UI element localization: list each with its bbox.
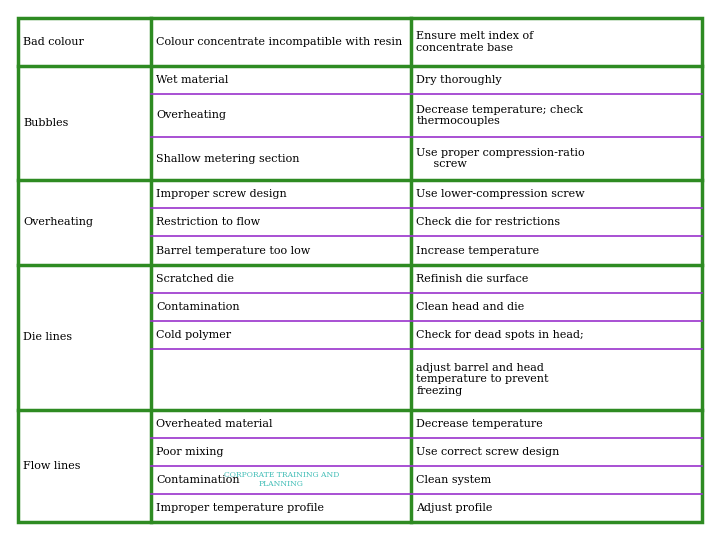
Text: Bubbles: Bubbles xyxy=(23,118,68,128)
Text: Use proper compression-ratio
     screw: Use proper compression-ratio screw xyxy=(416,148,585,170)
Text: Use correct screw design: Use correct screw design xyxy=(416,447,559,457)
Text: CORPORATE TRAINING AND
PLANNING: CORPORATE TRAINING AND PLANNING xyxy=(224,471,339,488)
Text: Poor mixing: Poor mixing xyxy=(156,447,224,457)
Text: Ensure melt index of
concentrate base: Ensure melt index of concentrate base xyxy=(416,31,534,52)
Text: Clean system: Clean system xyxy=(416,475,492,485)
Text: Scratched die: Scratched die xyxy=(156,274,235,284)
Text: Refinish die surface: Refinish die surface xyxy=(416,274,528,284)
Text: Improper screw design: Improper screw design xyxy=(156,190,287,199)
Text: Colour concentrate incompatible with resin: Colour concentrate incompatible with res… xyxy=(156,37,402,47)
Text: Increase temperature: Increase temperature xyxy=(416,246,539,255)
Text: Overheating: Overheating xyxy=(156,110,226,120)
Text: Decrease temperature; check
thermocouples: Decrease temperature; check thermocouple… xyxy=(416,105,583,126)
Text: Flow lines: Flow lines xyxy=(23,461,81,471)
Text: Contamination: Contamination xyxy=(156,302,240,312)
Text: Use lower-compression screw: Use lower-compression screw xyxy=(416,190,585,199)
Text: adjust barrel and head
temperature to prevent
freezing: adjust barrel and head temperature to pr… xyxy=(416,363,549,396)
Text: Die lines: Die lines xyxy=(23,332,72,342)
Text: Overheated material: Overheated material xyxy=(156,418,273,429)
Text: Dry thoroughly: Dry thoroughly xyxy=(416,75,502,85)
Text: Overheating: Overheating xyxy=(23,218,93,227)
Text: Cold polymer: Cold polymer xyxy=(156,330,232,340)
Text: Improper temperature profile: Improper temperature profile xyxy=(156,503,325,513)
Text: Restriction to flow: Restriction to flow xyxy=(156,218,261,227)
Text: Decrease temperature: Decrease temperature xyxy=(416,418,543,429)
Text: Shallow metering section: Shallow metering section xyxy=(156,153,300,164)
Text: Adjust profile: Adjust profile xyxy=(416,503,492,513)
Text: Check for dead spots in head;: Check for dead spots in head; xyxy=(416,330,584,340)
Text: Contamination: Contamination xyxy=(156,475,240,485)
Text: Barrel temperature too low: Barrel temperature too low xyxy=(156,246,310,255)
Text: Check die for restrictions: Check die for restrictions xyxy=(416,218,560,227)
Text: Wet material: Wet material xyxy=(156,75,229,85)
Text: Bad colour: Bad colour xyxy=(23,37,84,47)
Text: Clean head and die: Clean head and die xyxy=(416,302,525,312)
